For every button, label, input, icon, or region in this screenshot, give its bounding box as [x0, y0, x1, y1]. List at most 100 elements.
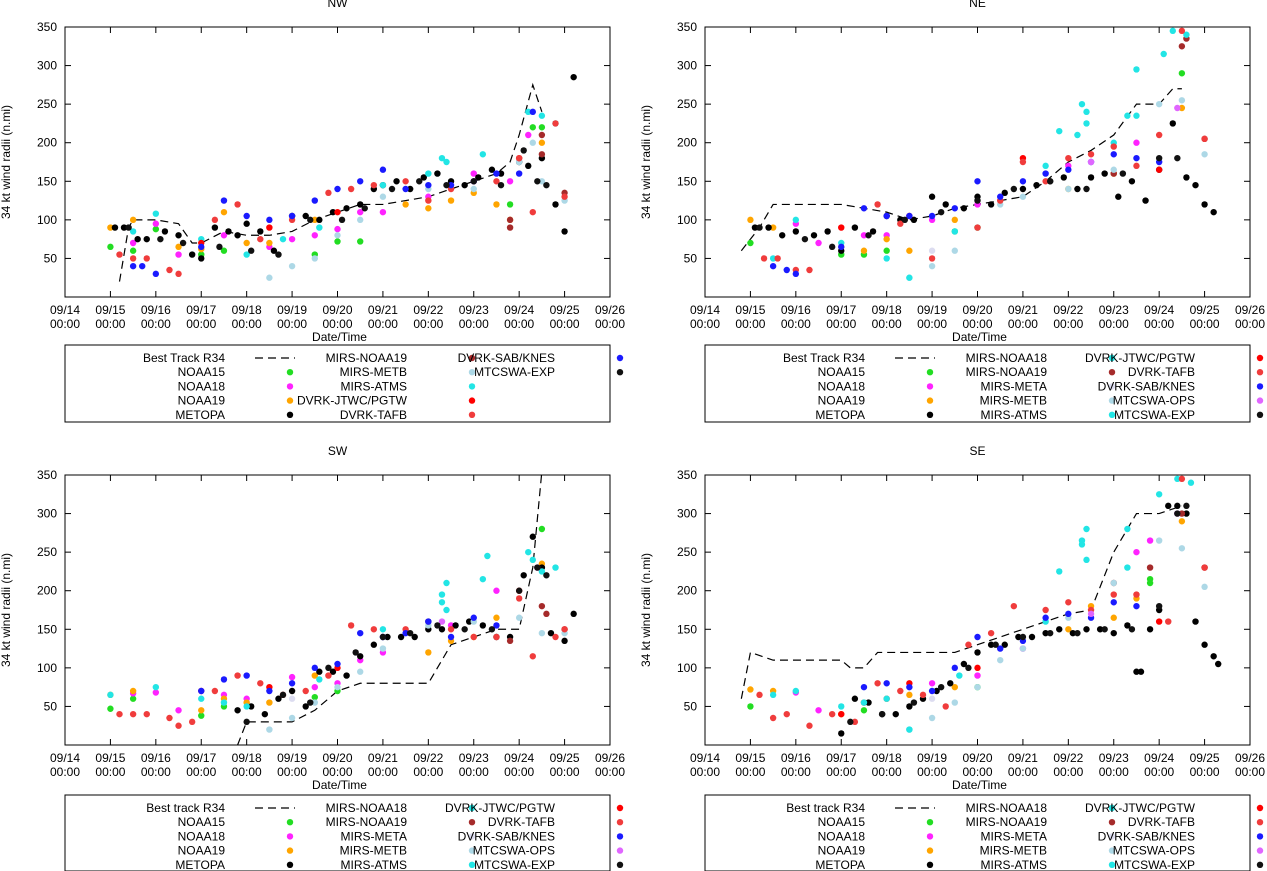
data-point — [406, 629, 414, 637]
x-tick-label-date: 09/22 — [1053, 303, 1083, 317]
x-tick-label-time: 00:00 — [595, 765, 625, 779]
data-point — [266, 239, 273, 247]
data-point — [334, 185, 341, 193]
data-point — [411, 633, 418, 641]
data-point — [1201, 641, 1208, 648]
data-point — [357, 216, 364, 224]
x-tick-label-date: 09/16 — [781, 303, 811, 317]
x-tick-label-date: 09/16 — [781, 751, 811, 765]
x-tick-label-date: 09/21 — [368, 751, 398, 765]
data-point — [311, 255, 318, 262]
x-tick-label-date: 09/14 — [690, 303, 720, 317]
data-point — [1155, 618, 1163, 625]
data-point — [234, 707, 241, 714]
legend-label: MIRS-METB — [340, 844, 407, 858]
data-point — [847, 718, 854, 726]
data-point — [538, 131, 546, 139]
data-point — [1174, 104, 1181, 112]
data-point — [997, 193, 1004, 200]
data-point — [1087, 151, 1095, 158]
data-point — [1115, 193, 1122, 200]
data-point — [311, 197, 318, 204]
data-point — [302, 703, 309, 710]
data-point — [311, 216, 318, 224]
legend-label: MIRS-NOAA19 — [966, 815, 1048, 829]
x-tick-label-time: 00:00 — [1144, 317, 1174, 331]
data-point — [892, 710, 899, 718]
data-point — [1110, 629, 1117, 637]
legend-label: MIRS-METB — [980, 844, 1047, 858]
data-point — [257, 680, 264, 687]
x-tick-label-date: 09/17 — [826, 751, 856, 765]
data-point — [552, 633, 559, 641]
data-point — [860, 707, 868, 714]
x-tick-label-time: 00:00 — [735, 765, 765, 779]
data-point — [447, 197, 455, 204]
data-point — [425, 649, 432, 656]
data-point — [1133, 154, 1140, 162]
data-point — [116, 251, 123, 258]
x-tick-label-time: 00:00 — [1235, 317, 1265, 331]
data-point — [1110, 614, 1117, 621]
data-point — [266, 687, 273, 695]
legend-label: DVRK-SAB/KNES — [458, 351, 555, 365]
data-point — [883, 695, 890, 702]
legend-marker — [616, 861, 624, 868]
best-track-line — [118, 82, 543, 282]
data-point — [838, 710, 845, 718]
x-tick-label-time: 00:00 — [1235, 765, 1265, 779]
legend-marker — [286, 833, 294, 840]
data-point — [211, 216, 219, 224]
data-point — [334, 238, 341, 245]
data-point — [928, 212, 936, 220]
data-point — [897, 220, 904, 227]
data-point — [357, 208, 364, 216]
data-point — [1056, 127, 1063, 135]
data-point — [529, 556, 536, 564]
data-point — [1110, 579, 1117, 587]
series-mirs-atms — [107, 548, 559, 710]
data-point — [288, 673, 296, 681]
x-tick-label-time: 00:00 — [368, 765, 398, 779]
data-point — [379, 645, 387, 652]
data-point — [288, 680, 296, 687]
data-point — [529, 108, 536, 116]
data-point — [116, 710, 123, 718]
data-point — [179, 239, 187, 247]
data-point — [1019, 633, 1027, 641]
legend-marker — [1108, 804, 1116, 812]
data-point — [1046, 178, 1054, 185]
data-point — [175, 232, 182, 239]
x-axis-label: Date/Time — [312, 778, 367, 792]
data-point — [1201, 135, 1208, 143]
data-point — [1201, 201, 1208, 208]
x-tick-label-date: 09/15 — [95, 303, 125, 317]
data-point — [1174, 502, 1181, 510]
data-point — [765, 224, 772, 231]
y-tick-label: 100 — [37, 661, 57, 675]
x-tick-label-time: 00:00 — [1053, 317, 1083, 331]
legend-marker — [926, 819, 934, 826]
legend-label: NOAA18 — [178, 829, 226, 843]
data-point — [288, 714, 296, 722]
data-point — [747, 703, 754, 710]
data-point — [188, 718, 196, 726]
data-point — [906, 683, 913, 691]
data-point — [769, 224, 777, 231]
data-point — [470, 170, 477, 177]
legend-marker — [286, 847, 294, 854]
data-point — [538, 178, 546, 185]
data-point — [1133, 668, 1140, 675]
data-point — [1137, 668, 1145, 675]
data-point — [379, 633, 387, 641]
data-point — [538, 151, 546, 158]
data-point — [520, 147, 527, 154]
data-point — [288, 695, 296, 702]
legend-label: NOAA18 — [818, 379, 866, 393]
data-point — [434, 170, 441, 177]
legend-marker — [926, 847, 934, 854]
data-point — [134, 235, 141, 243]
y-tick-label: 350 — [677, 468, 697, 482]
data-point — [1133, 602, 1140, 610]
data-point — [1042, 629, 1049, 637]
